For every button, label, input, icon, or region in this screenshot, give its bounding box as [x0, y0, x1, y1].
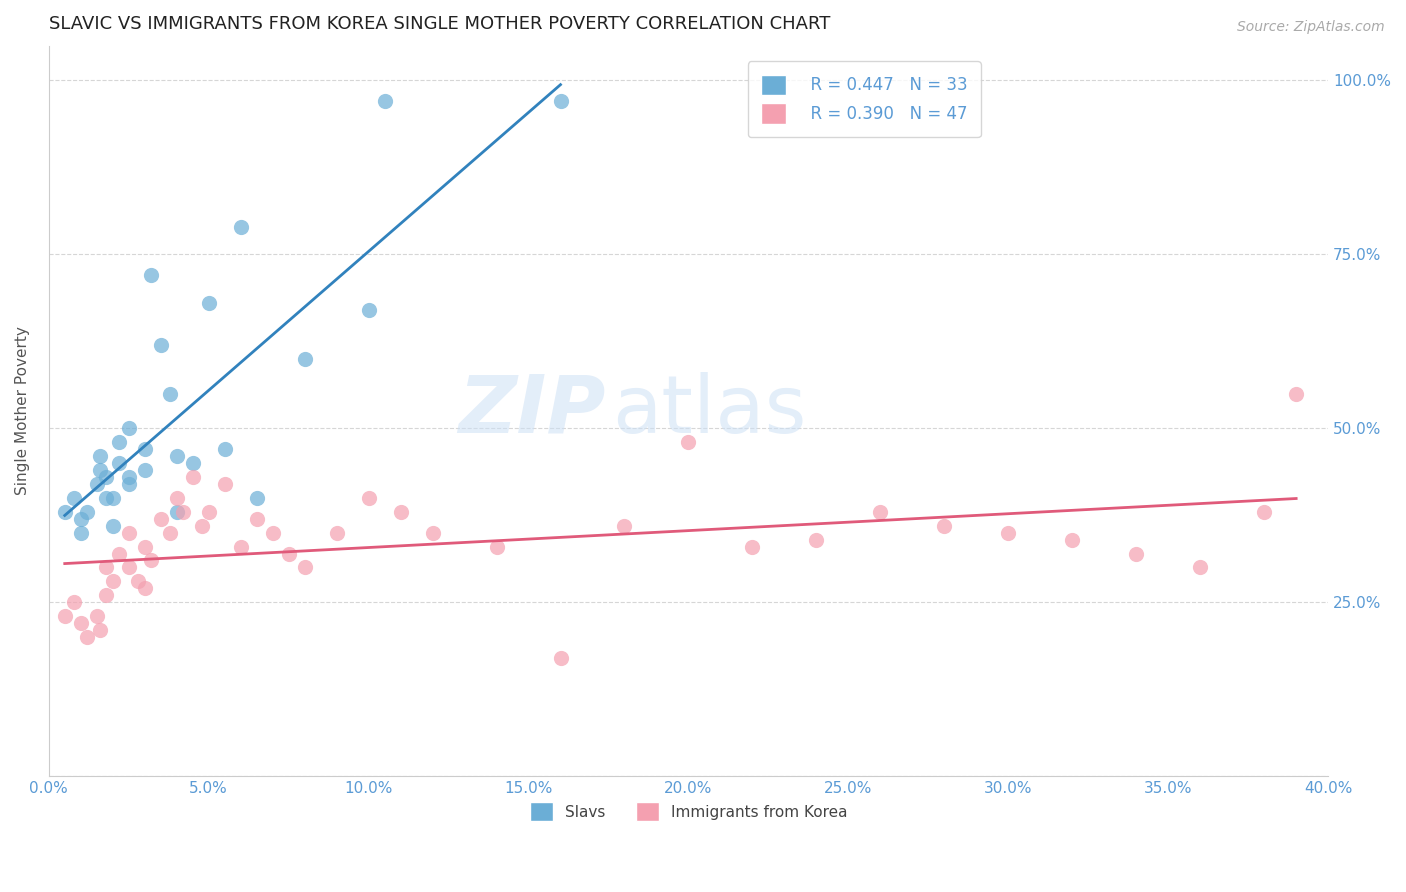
Point: [96, 588, 118, 602]
Point: [422, 525, 444, 540]
Point: [69, 512, 91, 526]
Text: Source: ZipAtlas.com: Source: ZipAtlas.com: [1237, 20, 1385, 34]
Point: [277, 547, 299, 561]
Point: [214, 442, 236, 457]
Point: [246, 491, 269, 505]
Point: [934, 518, 956, 533]
Point: [869, 505, 891, 519]
Point: [118, 525, 141, 540]
Point: [166, 491, 188, 505]
Point: [118, 560, 141, 574]
Point: [134, 582, 156, 596]
Legend: Slavs, Immigrants from Korea: Slavs, Immigrants from Korea: [523, 797, 853, 827]
Point: [134, 540, 156, 554]
Point: [159, 386, 181, 401]
Point: [89, 463, 111, 477]
Point: [69, 616, 91, 631]
Point: [229, 219, 252, 234]
Point: [181, 470, 204, 484]
Point: [76, 630, 98, 644]
Y-axis label: Single Mother Poverty: Single Mother Poverty: [15, 326, 30, 495]
Point: [678, 435, 700, 450]
Point: [1285, 386, 1308, 401]
Point: [1125, 547, 1147, 561]
Point: [191, 518, 214, 533]
Point: [997, 525, 1019, 540]
Point: [108, 547, 131, 561]
Point: [139, 553, 162, 567]
Point: [294, 560, 316, 574]
Point: [89, 623, 111, 637]
Point: [550, 95, 572, 109]
Point: [96, 470, 118, 484]
Point: [96, 491, 118, 505]
Point: [101, 574, 124, 589]
Text: SLAVIC VS IMMIGRANTS FROM KOREA SINGLE MOTHER POVERTY CORRELATION CHART: SLAVIC VS IMMIGRANTS FROM KOREA SINGLE M…: [49, 15, 830, 33]
Point: [53, 609, 76, 624]
Point: [1253, 505, 1275, 519]
Point: [53, 505, 76, 519]
Point: [127, 574, 149, 589]
Text: ZIP: ZIP: [458, 372, 606, 450]
Point: [89, 449, 111, 463]
Point: [108, 456, 131, 470]
Point: [69, 525, 91, 540]
Point: [76, 505, 98, 519]
Point: [166, 505, 188, 519]
Point: [118, 421, 141, 435]
Point: [172, 505, 194, 519]
Point: [166, 449, 188, 463]
Point: [197, 505, 219, 519]
Point: [246, 512, 269, 526]
Point: [101, 518, 124, 533]
Point: [86, 609, 108, 624]
Point: [118, 477, 141, 491]
Point: [374, 95, 396, 109]
Point: [134, 463, 156, 477]
Point: [613, 518, 636, 533]
Point: [214, 477, 236, 491]
Point: [1062, 533, 1084, 547]
Point: [63, 595, 86, 609]
Point: [86, 477, 108, 491]
Point: [134, 442, 156, 457]
Point: [357, 491, 380, 505]
Point: [197, 296, 219, 310]
Point: [139, 268, 162, 283]
Point: [806, 533, 828, 547]
Point: [229, 540, 252, 554]
Point: [159, 525, 181, 540]
Text: atlas: atlas: [612, 372, 806, 450]
Point: [389, 505, 412, 519]
Point: [550, 651, 572, 665]
Point: [1189, 560, 1212, 574]
Point: [294, 351, 316, 366]
Point: [96, 560, 118, 574]
Point: [357, 303, 380, 318]
Point: [63, 491, 86, 505]
Point: [149, 512, 172, 526]
Point: [118, 470, 141, 484]
Point: [325, 525, 347, 540]
Point: [101, 491, 124, 505]
Point: [108, 435, 131, 450]
Point: [262, 525, 284, 540]
Point: [485, 540, 508, 554]
Point: [149, 338, 172, 352]
Point: [741, 540, 763, 554]
Point: [181, 456, 204, 470]
